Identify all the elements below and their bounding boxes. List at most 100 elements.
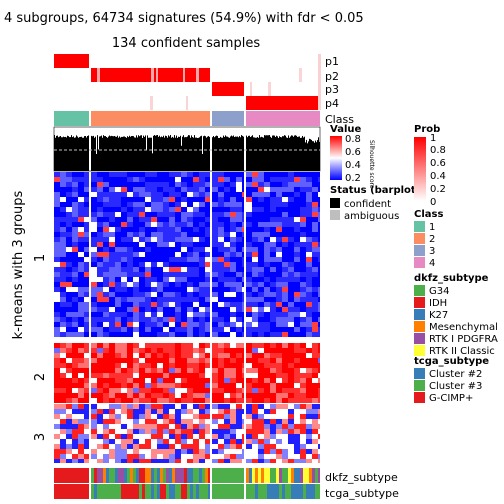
heatmap-cell: [318, 242, 320, 247]
heatmap-cell: [230, 439, 236, 444]
heatmap-cell: [163, 287, 169, 292]
heatmap-cell: [282, 363, 288, 368]
heatmap-cell: [121, 252, 127, 257]
heatmap-cell: [157, 353, 163, 358]
heatmap-cell: [91, 429, 97, 434]
heatmap-cell: [212, 177, 218, 182]
silhouette-bar: [260, 137, 261, 171]
heatmap-cell: [97, 202, 103, 207]
heatmap-cell: [282, 449, 288, 454]
heatmap-cell: [169, 182, 175, 187]
heatmap-cell: [66, 409, 72, 414]
heatmap-cell: [115, 292, 121, 297]
heatmap-cell: [236, 317, 242, 322]
heatmap-cell: [175, 272, 181, 277]
silhouette-bar: [239, 136, 240, 171]
heatmap-cell: [151, 449, 157, 454]
heatmap-cell: [115, 272, 121, 277]
heatmap-cell: [205, 348, 210, 353]
tcga-subtype-cell: [230, 484, 233, 499]
heatmap-cell: [264, 393, 270, 398]
heatmap-cell: [242, 373, 244, 378]
heatmap-cell: [127, 197, 133, 202]
heatmap-cell: [187, 292, 193, 297]
heatmap-cell: [163, 242, 169, 247]
heatmap-cell: [97, 312, 103, 317]
heatmap-cell: [169, 312, 175, 317]
dkfz-subtype-cell: [151, 468, 154, 483]
heatmap-cell: [157, 363, 163, 368]
heatmap-cell: [312, 202, 318, 207]
heatmap-cell: [258, 177, 264, 182]
prob-legend-tick: 0.2: [430, 184, 446, 195]
heatmap-cell: [145, 232, 151, 237]
heatmap-cell: [294, 398, 300, 403]
dkfz-label: RTK I PDGFRA: [429, 334, 498, 345]
row-group-label-2: 2: [33, 373, 48, 381]
heatmap-cell: [181, 187, 187, 192]
heatmap-cell: [258, 404, 264, 409]
heatmap-cell: [246, 327, 252, 332]
heatmap-cell: [78, 449, 84, 454]
heatmap-cell: [145, 222, 151, 227]
heatmap-cell: [109, 419, 115, 424]
silhouette-bar: [75, 137, 76, 171]
heatmap-cell: [151, 272, 157, 277]
heatmap-cell: [212, 282, 218, 287]
heatmap-cell: [157, 177, 163, 182]
heatmap-cell: [145, 327, 151, 332]
heatmap-cell: [288, 429, 294, 434]
heatmap-cell: [312, 429, 318, 434]
heatmap-cell: [60, 177, 66, 182]
heatmap-cell: [193, 434, 199, 439]
heatmap-cell: [318, 197, 320, 202]
heatmap-cell: [300, 419, 306, 424]
heatmap-cell: [72, 217, 78, 222]
heatmap-cell: [97, 429, 103, 434]
heatmap-cell: [270, 378, 276, 383]
silhouette-bar: [85, 136, 86, 171]
silhouette-bar: [112, 136, 113, 171]
prob-cell-faint: [186, 96, 188, 110]
heatmap-cell: [199, 282, 205, 287]
heatmap-cell: [224, 343, 230, 348]
heatmap-cell: [78, 444, 84, 449]
heatmap-cell: [54, 192, 60, 197]
heatmap-cell: [145, 257, 151, 262]
heatmap-cell: [139, 332, 145, 337]
value-legend-tick: 0.8: [345, 134, 361, 145]
heatmap-cell: [218, 322, 224, 327]
heatmap-cell: [218, 373, 224, 378]
heatmap-cell: [312, 287, 318, 292]
heatmap-cell: [230, 192, 236, 197]
heatmap-cell: [282, 267, 288, 272]
silhouette-bar: [106, 136, 107, 171]
heatmap-cell: [242, 262, 244, 267]
heatmap-cell: [115, 307, 121, 312]
heatmap-cell: [230, 444, 236, 449]
heatmap-cell: [288, 404, 294, 409]
heatmap-cell: [103, 212, 109, 217]
heatmap-cell: [276, 177, 282, 182]
heatmap-cell: [139, 312, 145, 317]
heatmap-cell: [258, 322, 264, 327]
dkfz-subtype-cell: [288, 468, 291, 483]
heatmap-cell: [60, 434, 66, 439]
heatmap-cell: [199, 332, 205, 337]
tcga-subtype-cell: [175, 484, 178, 499]
heatmap-cell: [84, 222, 89, 227]
silhouette-bar: [204, 135, 205, 171]
silhouette-bar: [113, 136, 114, 171]
heatmap-cell: [133, 373, 139, 378]
heatmap-cell: [270, 454, 276, 459]
heatmap-cell: [84, 257, 89, 262]
heatmap-cell: [294, 287, 300, 292]
heatmap-cell: [72, 358, 78, 363]
heatmap-cell: [127, 317, 133, 322]
silhouette-bar: [104, 136, 105, 171]
heatmap-cell: [121, 172, 127, 177]
heatmap-cell: [121, 212, 127, 217]
heatmap-cell: [270, 302, 276, 307]
silhouette-bar: [295, 135, 296, 171]
heatmap-cell: [318, 327, 320, 332]
